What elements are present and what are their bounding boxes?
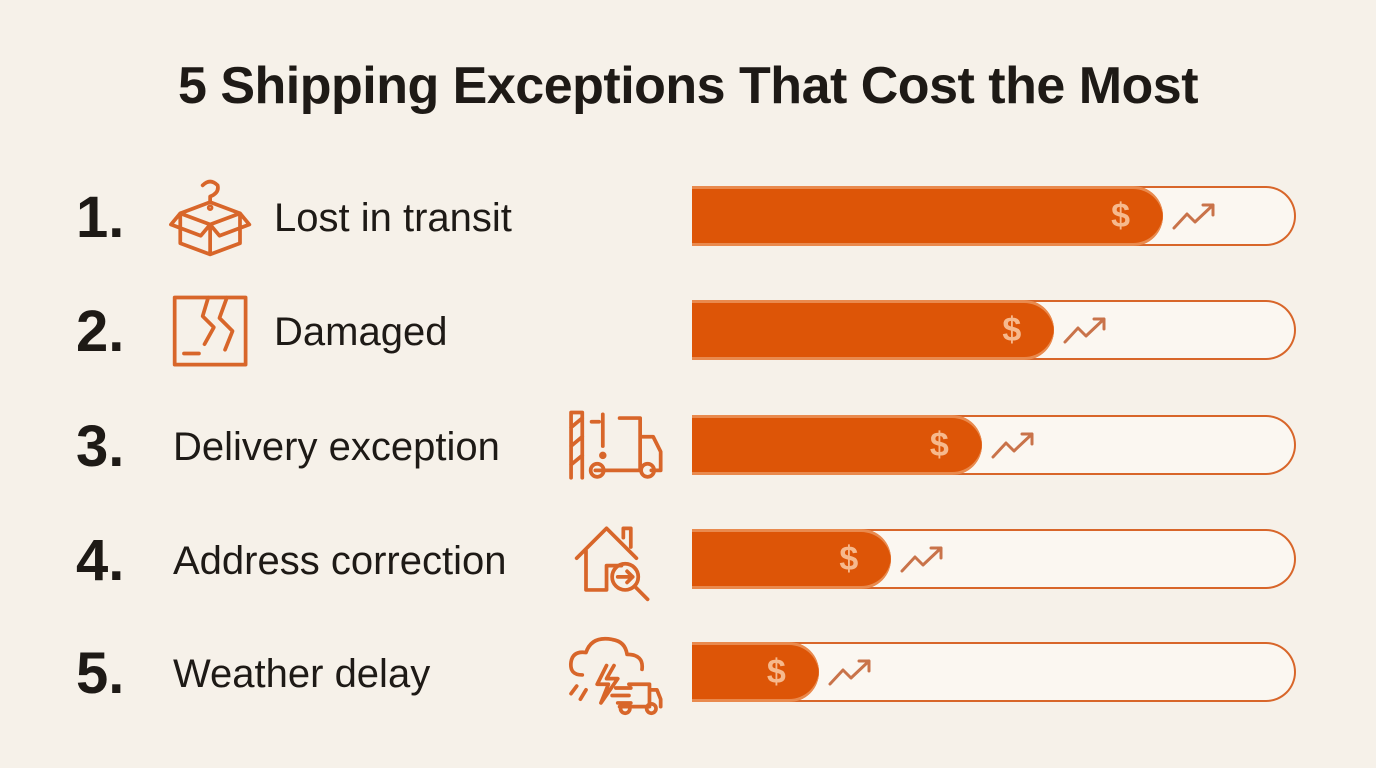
bar-fill: [692, 642, 819, 702]
dollar-marker: $: [1002, 311, 1022, 349]
bar-row: 4. Address correction $: [0, 526, 1376, 602]
rank-number: 4.: [76, 528, 125, 593]
storm-truck-icon: [568, 636, 663, 716]
bar-fill: [692, 300, 1055, 360]
bar-fill: [692, 186, 1164, 246]
truck-barrier-alert-icon: [569, 410, 663, 480]
rank-number: 3.: [76, 414, 125, 479]
open-box-question-icon: [169, 179, 252, 257]
dollar-marker: $: [929, 426, 949, 464]
category-label: Damaged: [274, 310, 448, 354]
bar-row: 2. Damaged $: [0, 295, 1376, 367]
trend-up-icon: [1172, 203, 1215, 230]
rank-number: 5.: [76, 641, 125, 706]
category-label: Address correction: [173, 539, 507, 583]
chart-title: 5 Shipping Exceptions That Cost the Most: [177, 57, 1199, 115]
trend-up-icon: [828, 659, 871, 686]
torn-package-icon: [172, 295, 248, 367]
category-label: Weather delay: [173, 652, 431, 696]
dollar-marker: $: [839, 540, 859, 578]
trend-up-icon: [900, 546, 943, 573]
bar-fill: [692, 415, 982, 475]
bar-row: 5. Weather delay $: [0, 636, 1376, 716]
house-search-icon: [574, 526, 650, 602]
rank-number: 2.: [76, 299, 125, 364]
bar-row: 3. Delivery exception $: [0, 410, 1376, 480]
bar-row: 1. Lost in transit $: [0, 179, 1376, 257]
dollar-marker: $: [766, 653, 786, 691]
trend-up-icon: [991, 432, 1034, 459]
trend-up-icon: [1063, 317, 1106, 344]
dollar-marker: $: [1111, 197, 1131, 235]
category-label: Delivery exception: [173, 425, 500, 469]
category-label: Lost in transit: [274, 196, 512, 240]
bar-fill: [692, 529, 892, 589]
rank-number: 1.: [76, 185, 125, 250]
